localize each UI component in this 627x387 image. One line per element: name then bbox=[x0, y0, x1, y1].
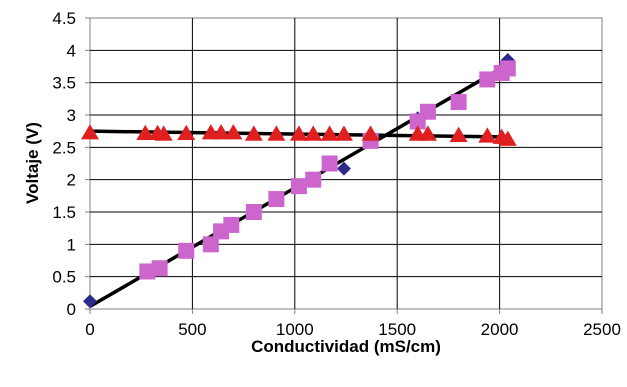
x-tick-label: 500 bbox=[178, 320, 206, 339]
y-tick-label: 0 bbox=[67, 300, 76, 319]
y-tick-label: 1 bbox=[67, 235, 76, 254]
triangle-point bbox=[224, 124, 243, 140]
square-point bbox=[305, 171, 322, 188]
y-tick-label: 1.5 bbox=[52, 203, 76, 222]
square-point bbox=[151, 260, 168, 277]
x-axis-ticks: 0 500 1000 1500 2000 2500 bbox=[85, 309, 621, 339]
triangle-point bbox=[289, 125, 308, 141]
square-point bbox=[202, 236, 219, 253]
square-point bbox=[499, 60, 516, 77]
triangle-point bbox=[244, 125, 263, 141]
triangle-point bbox=[136, 124, 155, 141]
triangle-point bbox=[81, 124, 99, 140]
square-point bbox=[290, 178, 307, 195]
y-tick-label: 3.5 bbox=[52, 74, 76, 93]
y-tick-label: 4.5 bbox=[52, 9, 76, 28]
y-axis-ticks: 0 0.5 1 1.5 2 2.5 3 3.5 4 4.5 bbox=[52, 9, 90, 319]
triangle-point bbox=[449, 126, 468, 142]
square-point bbox=[268, 191, 285, 208]
triangle-point bbox=[304, 125, 323, 141]
square-point bbox=[245, 204, 262, 220]
diamond-point bbox=[83, 294, 97, 309]
square-point bbox=[450, 94, 467, 111]
triangle-point bbox=[498, 130, 517, 146]
square-point bbox=[178, 242, 195, 259]
triangle-point bbox=[478, 127, 497, 143]
y-tick-label: 3 bbox=[67, 106, 76, 125]
x-tick-label: 1000 bbox=[276, 320, 314, 339]
y-axis-title: Voltaje (V) bbox=[23, 122, 42, 204]
triangle-point bbox=[177, 124, 196, 141]
y-tick-label: 2.5 bbox=[52, 138, 76, 157]
y-tick-label: 4 bbox=[67, 41, 76, 60]
plot-area bbox=[89, 17, 603, 310]
x-tick-label: 1500 bbox=[378, 320, 416, 339]
triangle-point bbox=[267, 125, 286, 141]
x-tick-label: 2500 bbox=[583, 320, 621, 339]
gridlines bbox=[90, 18, 602, 309]
y-tick-label: 0.5 bbox=[52, 268, 76, 287]
triangle-point bbox=[334, 125, 353, 141]
triangle-point bbox=[320, 125, 339, 141]
square-point bbox=[321, 155, 338, 172]
diamond-point bbox=[336, 161, 351, 176]
data-points bbox=[81, 53, 517, 309]
x-tick-label: 0 bbox=[85, 320, 94, 339]
square-point bbox=[419, 103, 436, 120]
x-axis-title: Conductividad (mS/cm) bbox=[251, 337, 441, 356]
square-point bbox=[139, 263, 156, 280]
square-point bbox=[479, 71, 496, 88]
square-point bbox=[223, 216, 240, 233]
triangle-point bbox=[418, 125, 437, 141]
y-tick-label: 2 bbox=[67, 171, 76, 190]
triangle-point bbox=[361, 125, 380, 141]
x-tick-label: 2000 bbox=[481, 320, 519, 339]
triangle-point bbox=[212, 124, 231, 140]
triangle-point bbox=[154, 125, 173, 141]
